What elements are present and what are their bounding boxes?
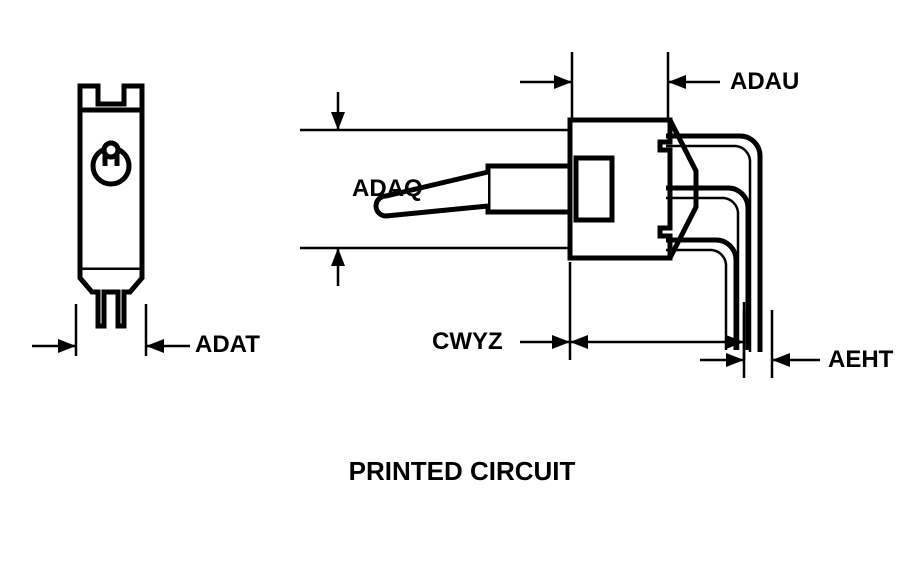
label-adaq: ADAQ (352, 175, 423, 203)
label-aeht: AEHT (828, 346, 893, 374)
diagram-title: PRINTED CIRCUIT (0, 456, 924, 487)
diagram-canvas: ADAT ADAQ ADAU CWYZ AEHT PRINTED CIRCUIT (0, 0, 924, 572)
label-cwyz: CWYZ (432, 328, 503, 356)
label-adat: ADAT (195, 331, 260, 359)
label-adau: ADAU (730, 68, 799, 96)
